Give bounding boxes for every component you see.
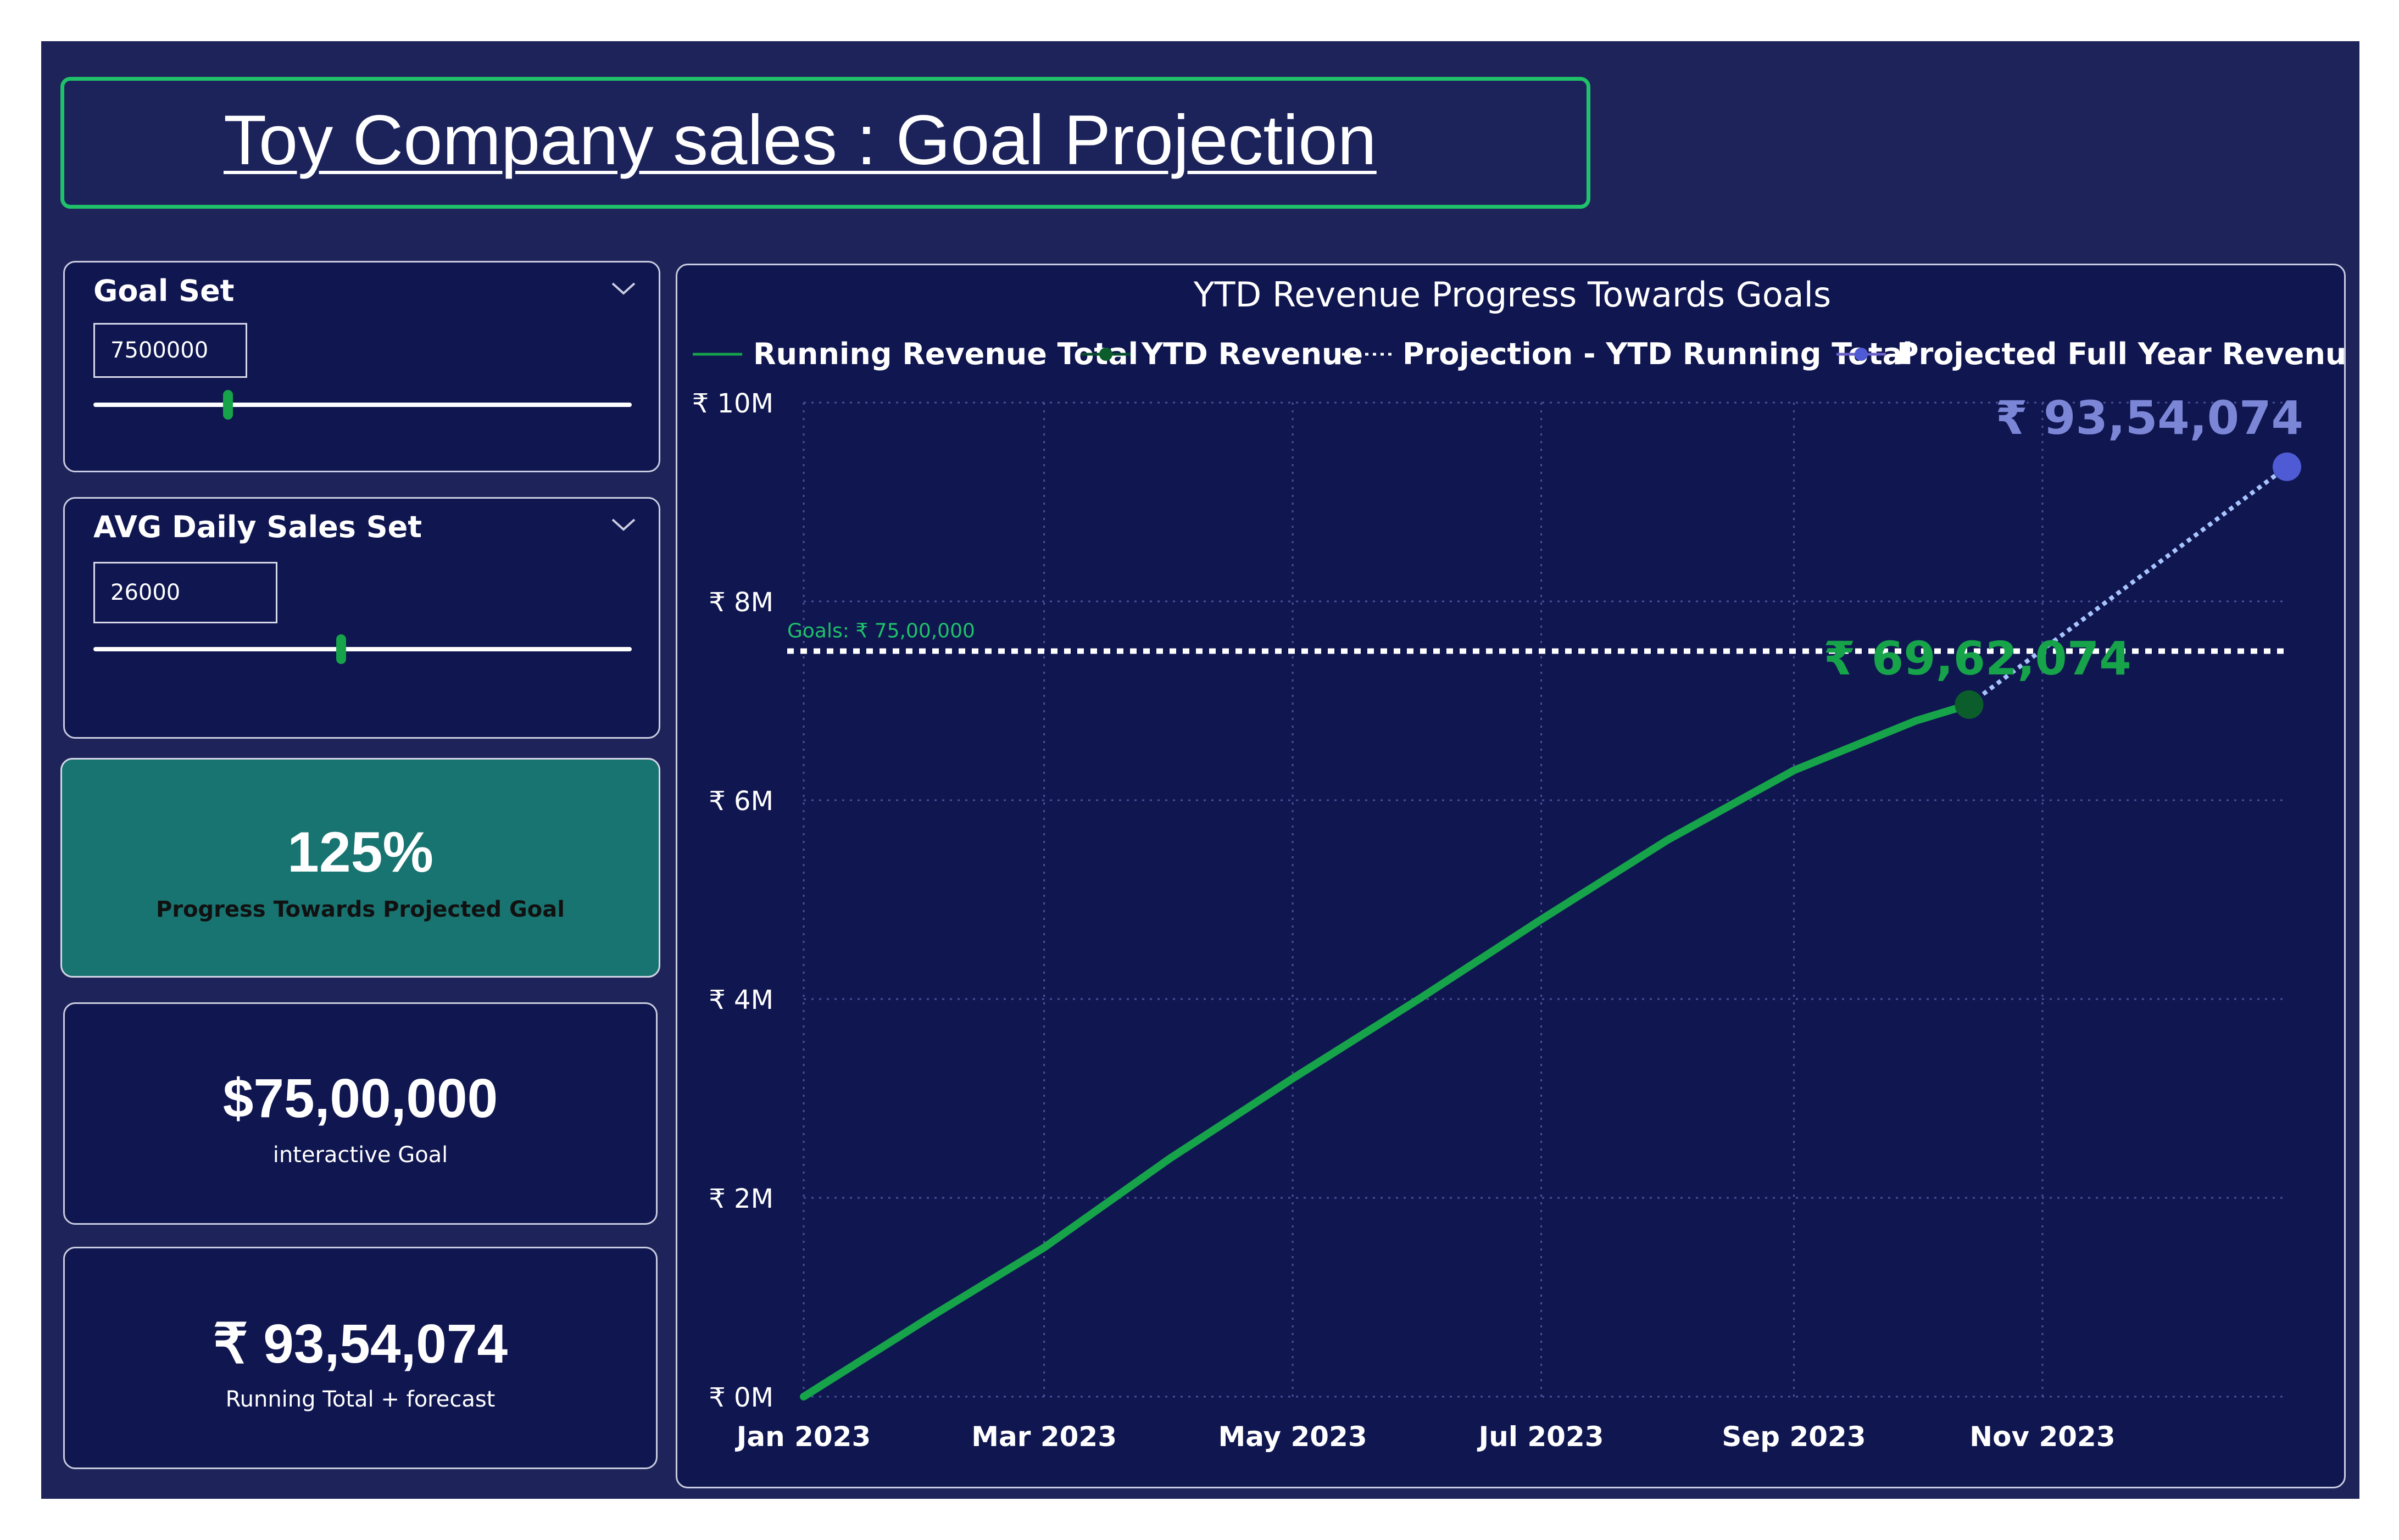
title-box: Toy Company sales : Goal Projection: [60, 77, 1590, 209]
revenue-chart: YTD Revenue Progress Towards Goals Runnin…: [692, 275, 2347, 1453]
y-tick-label: ₹ 0M: [709, 1382, 773, 1413]
x-tick-label: Sep 2023: [1722, 1421, 1866, 1453]
ytd-revenue-point: [1955, 690, 1984, 719]
progress-value: 125%: [287, 821, 433, 884]
projected-full-year-point: [2273, 452, 2301, 481]
avg-daily-sales-slider-handle[interactable]: [336, 634, 346, 664]
running-revenue-line: [800, 700, 1973, 1400]
goal-kpi-card: $75,00,000 interactive Goal: [63, 1002, 658, 1225]
chart-title: YTD Revenue Progress Towards Goals: [1193, 275, 1831, 315]
ytd-revenue-label: ₹ 69,62,074: [1823, 632, 2131, 685]
x-tick-label: Nov 2023: [1969, 1421, 2115, 1453]
forecast-value: ₹ 93,54,074: [213, 1313, 508, 1375]
y-tick-label: ₹ 2M: [709, 1184, 773, 1214]
legend-label: Running Revenue Total: [753, 337, 1138, 371]
goal-set-input[interactable]: 7500000: [93, 323, 247, 378]
revenue-chart-card: YTD Revenue Progress Towards Goals Runnin…: [676, 264, 2347, 1488]
x-tick-label: May 2023: [1218, 1421, 1367, 1453]
goal-label: Goals: ₹ 75,00,000: [787, 620, 975, 643]
goal-value: $75,00,000: [222, 1068, 498, 1129]
goal-set-slider-track[interactable]: [93, 403, 632, 407]
y-tick-label: ₹ 4M: [709, 985, 773, 1015]
chevron-down-icon[interactable]: [610, 280, 637, 297]
x-tick-label: Jan 2023: [735, 1421, 871, 1453]
legend-dot-3: [1855, 348, 1868, 361]
progress-label: Progress Towards Projected Goal: [156, 897, 565, 922]
x-tick-label: Jul 2023: [1477, 1421, 1604, 1453]
page-title: Toy Company sales : Goal Projection: [224, 101, 1377, 180]
legend-dot-1: [1099, 348, 1112, 361]
avg-daily-sales-slider-track[interactable]: [93, 647, 632, 651]
forecast-kpi-card: ₹ 93,54,074 Running Total + forecast: [63, 1247, 658, 1469]
x-tick-label: Mar 2023: [971, 1421, 1117, 1453]
chevron-down-icon[interactable]: [610, 516, 637, 533]
projected-full-year-label: ₹ 93,54,074: [1995, 391, 2303, 445]
legend-label: YTD Revenue: [1141, 337, 1363, 371]
y-tick-label: ₹ 8M: [709, 587, 773, 618]
legend-label: Projection - YTD Running Total: [1402, 337, 1913, 371]
y-tick-label: ₹ 6M: [709, 786, 773, 817]
goal-set-slicer: Goal Set 7500000: [63, 261, 660, 472]
progress-kpi-card: 125% Progress Towards Projected Goal: [60, 758, 660, 978]
dashboard: Toy Company sales : Goal Projection Goal…: [41, 41, 2359, 1499]
goal-set-title: Goal Set: [93, 274, 235, 308]
avg-daily-sales-input[interactable]: 26000: [93, 562, 277, 623]
y-tick-label: ₹ 10M: [692, 388, 773, 419]
avg-daily-sales-title: AVG Daily Sales Set: [93, 510, 422, 544]
forecast-label: Running Total + forecast: [225, 1387, 496, 1412]
goal-set-slider-handle[interactable]: [223, 390, 233, 420]
avg-daily-sales-slicer: AVG Daily Sales Set 26000: [63, 497, 660, 739]
goal-label: interactive Goal: [272, 1142, 448, 1168]
legend-label: Projected Full Year Revenue: [1897, 337, 2347, 371]
